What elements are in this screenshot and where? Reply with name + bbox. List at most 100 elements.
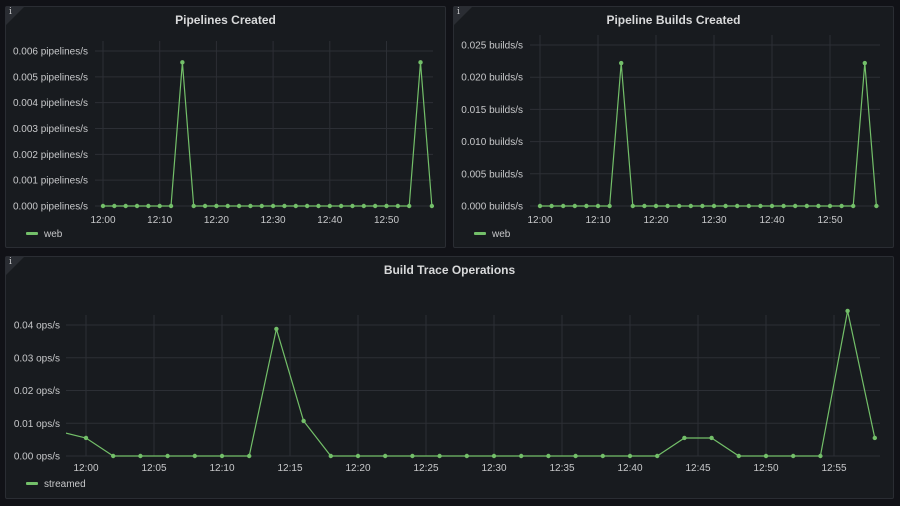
y-tick-label: 0.000 pipelines/s <box>13 202 88 213</box>
info-corner[interactable]: i <box>6 7 24 25</box>
data-point <box>180 60 185 65</box>
legend-label[interactable]: streamed <box>44 479 86 490</box>
chart-0: 0.000 pipelines/s 0.001 pipelines/s 0.002 … <box>13 41 435 240</box>
data-point <box>219 453 225 459</box>
info-corner[interactable]: i <box>6 257 24 275</box>
data-point <box>746 203 751 209</box>
data-point <box>793 203 798 209</box>
data-point <box>338 203 344 209</box>
data-point <box>573 453 578 459</box>
data-point <box>293 203 298 209</box>
x-tick-label: 12:50 <box>753 463 778 474</box>
y-tick-label: 0.01 ops/s <box>14 419 60 430</box>
data-point <box>395 203 401 209</box>
legend-swatch <box>474 232 486 235</box>
data-point <box>818 453 823 459</box>
data-point <box>665 203 670 209</box>
x-tick-label: 12:00 <box>73 463 98 474</box>
data-point <box>758 203 763 209</box>
data-point <box>123 203 128 209</box>
x-tick-label: 12:15 <box>277 463 302 474</box>
data-point <box>111 453 116 459</box>
x-tick-label: 12:40 <box>317 215 342 226</box>
data-point <box>816 203 821 209</box>
data-point <box>418 60 423 65</box>
data-point <box>607 203 612 209</box>
data-point <box>874 203 879 209</box>
data-point <box>165 453 170 459</box>
y-tick-label: 0.02 ops/s <box>14 386 60 397</box>
y-tick-label: 0.04 ops/s <box>14 321 60 332</box>
data-point <box>769 203 775 209</box>
data-point <box>791 453 796 459</box>
chart-2: 0.00 ops/s 0.01 ops/s 0.02 ops/s 0.03 ops/s… <box>14 308 880 490</box>
x-tick-label: 12:50 <box>817 215 842 226</box>
x-tick-label: 12:10 <box>147 215 172 226</box>
x-tick-label: 12:25 <box>413 463 438 474</box>
data-point <box>350 203 355 209</box>
data-point <box>688 203 693 209</box>
data-point <box>763 453 769 459</box>
data-point <box>682 435 687 441</box>
x-tick-label: 12:20 <box>345 463 370 474</box>
data-point <box>491 453 497 459</box>
data-point <box>781 203 786 209</box>
data-point <box>561 203 566 209</box>
x-tick-label: 12:10 <box>209 463 234 474</box>
data-point <box>709 435 714 441</box>
data-point <box>827 203 833 209</box>
data-point <box>372 203 378 209</box>
legend-label[interactable]: web <box>43 229 63 240</box>
data-point <box>851 203 856 209</box>
x-tick-label: 12:40 <box>759 215 784 226</box>
panel-title[interactable]: Pipelines Created <box>175 13 276 27</box>
data-point <box>677 203 682 209</box>
series-line <box>103 62 433 207</box>
data-point <box>282 203 287 209</box>
data-point <box>304 203 310 209</box>
data-point <box>383 453 388 459</box>
y-tick-label: 0.015 builds/s <box>461 105 523 116</box>
info-icon[interactable]: i <box>9 7 12 17</box>
data-point <box>406 203 412 209</box>
data-point <box>804 203 809 209</box>
series-web <box>100 60 435 209</box>
data-point <box>202 203 208 209</box>
data-point <box>316 203 321 209</box>
info-corner[interactable]: i <box>454 7 472 25</box>
x-tick-label: 12:20 <box>204 215 229 226</box>
y-tick-label: 0.020 builds/s <box>461 73 523 84</box>
data-point <box>236 203 242 209</box>
y-tick-label: 0.03 ops/s <box>14 353 60 364</box>
data-point <box>642 203 647 209</box>
y-tick-label: 0.025 builds/s <box>461 41 523 52</box>
data-point <box>595 203 601 209</box>
legend-swatch <box>26 232 38 235</box>
data-point <box>100 203 106 209</box>
info-icon[interactable]: i <box>9 257 12 267</box>
info-icon[interactable]: i <box>457 7 460 17</box>
data-point <box>549 203 554 209</box>
x-tick-label: 12:05 <box>141 463 166 474</box>
data-point <box>839 203 844 209</box>
data-point <box>355 453 361 459</box>
series-streamed <box>66 308 877 459</box>
data-point <box>112 203 117 209</box>
panel-pipelines-created: i Pipelines Created <box>5 6 446 248</box>
panel-title[interactable]: Build Trace Operations <box>383 263 516 277</box>
data-point <box>619 60 624 66</box>
data-point <box>572 203 577 209</box>
panel-title[interactable]: Pipeline Builds Created <box>606 13 741 27</box>
data-point <box>546 453 551 459</box>
data-point <box>519 453 524 459</box>
y-tick-label: 0.010 builds/s <box>461 137 523 148</box>
data-point <box>134 203 140 209</box>
y-tick-label: 0.002 pipelines/s <box>13 150 88 161</box>
legend-label[interactable]: web <box>491 229 511 240</box>
y-tick-label: 0.001 pipelines/s <box>13 176 88 187</box>
data-point <box>225 203 230 209</box>
y-tick-label: 0.000 builds/s <box>461 202 523 213</box>
data-point <box>410 453 415 459</box>
data-point <box>630 203 635 209</box>
data-point <box>270 203 276 209</box>
